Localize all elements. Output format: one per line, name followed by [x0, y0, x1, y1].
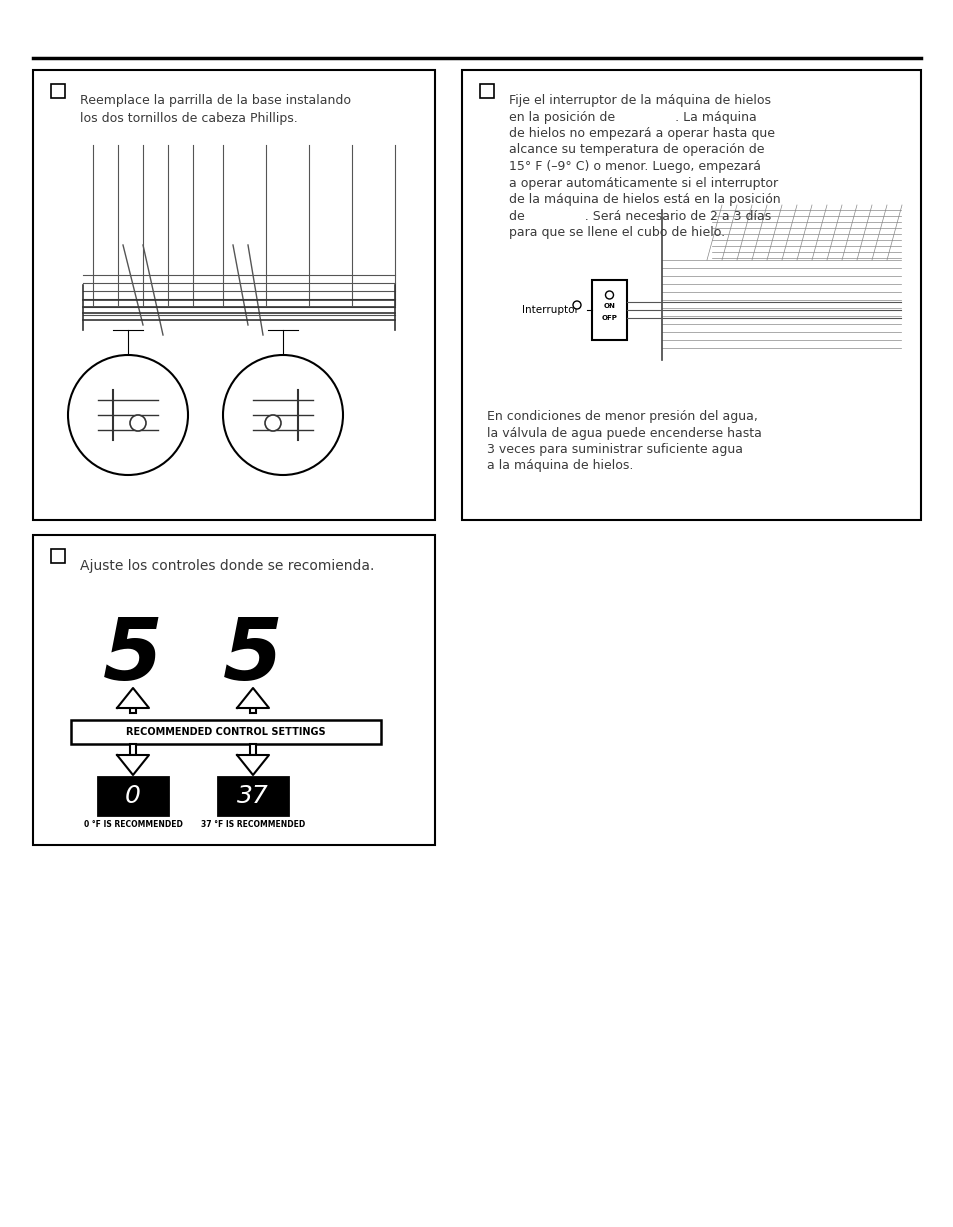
Text: 3 veces para suministrar suficiente agua: 3 veces para suministrar suficiente agua [486, 443, 742, 456]
Text: RECOMMENDED CONTROL SETTINGS: RECOMMENDED CONTROL SETTINGS [126, 728, 326, 737]
Bar [130, 708, 136, 713]
Text: de la máquina de hielos está en la posición: de la máquina de hielos está en la posic… [509, 193, 780, 206]
Text: 0: 0 [125, 784, 141, 809]
Polygon shape [236, 688, 269, 708]
Text: para que se llene el cubo de hielo.: para que se llene el cubo de hielo. [509, 226, 724, 239]
Text: a operar automáticamente si el interruptor: a operar automáticamente si el interrupt… [509, 177, 778, 189]
Circle shape [130, 415, 146, 431]
Bar [250, 708, 255, 713]
Text: de               . Será necesario de 2 a 3 días: de . Será necesario de 2 a 3 días [509, 210, 770, 222]
Text: Interruptor: Interruptor [521, 306, 578, 315]
Polygon shape [117, 755, 149, 775]
Text: 37 °F IS RECOMMENDED: 37 °F IS RECOMMENDED [201, 820, 305, 829]
Circle shape [573, 301, 580, 309]
Text: en la posición de               . La máquina: en la posición de . La máquina [509, 110, 756, 124]
Text: 37: 37 [237, 784, 269, 809]
Bar [33, 535, 435, 845]
Text: Fije el interruptor de la máquina de hielos: Fije el interruptor de la máquina de hie… [509, 94, 770, 107]
Circle shape [68, 355, 188, 475]
Bar [250, 744, 255, 755]
Bar [71, 720, 380, 744]
Text: 0 °F IS RECOMMENDED: 0 °F IS RECOMMENDED [84, 820, 182, 829]
Bar [51, 83, 65, 98]
Text: Reemplace la parrilla de la base instalando: Reemplace la parrilla de la base instala… [80, 94, 351, 107]
Text: 5: 5 [103, 615, 163, 698]
Text: de hielos no empezará a operar hasta que: de hielos no empezará a operar hasta que [509, 128, 774, 140]
Bar [461, 70, 920, 520]
Circle shape [223, 355, 343, 475]
Text: En condiciones de menor presión del agua,: En condiciones de menor presión del agua… [486, 410, 757, 423]
Bar [51, 548, 65, 563]
Text: a la máquina de hielos.: a la máquina de hielos. [486, 459, 633, 472]
Bar [218, 777, 288, 815]
Text: 15° F (–9° C) o menor. Luego, empezará: 15° F (–9° C) o menor. Luego, empezará [509, 160, 760, 173]
Bar [98, 777, 168, 815]
Text: la válvula de agua puede encenderse hasta: la válvula de agua puede encenderse hast… [486, 427, 761, 439]
Bar [130, 744, 136, 755]
Text: 5: 5 [223, 615, 283, 698]
Text: alcance su temperatura de operación de: alcance su temperatura de operación de [509, 144, 763, 157]
Text: Ajuste los controles donde se recomienda.: Ajuste los controles donde se recomienda… [80, 560, 374, 573]
Bar [479, 83, 494, 98]
Circle shape [265, 415, 281, 431]
Text: ON: ON [603, 303, 615, 309]
Text: OFP: OFP [601, 315, 617, 321]
Text: los dos tornillos de cabeza Phillips.: los dos tornillos de cabeza Phillips. [80, 112, 297, 125]
Bar [33, 70, 435, 520]
Bar [592, 280, 626, 340]
Circle shape [605, 291, 613, 299]
Polygon shape [236, 755, 269, 775]
Polygon shape [117, 688, 149, 708]
